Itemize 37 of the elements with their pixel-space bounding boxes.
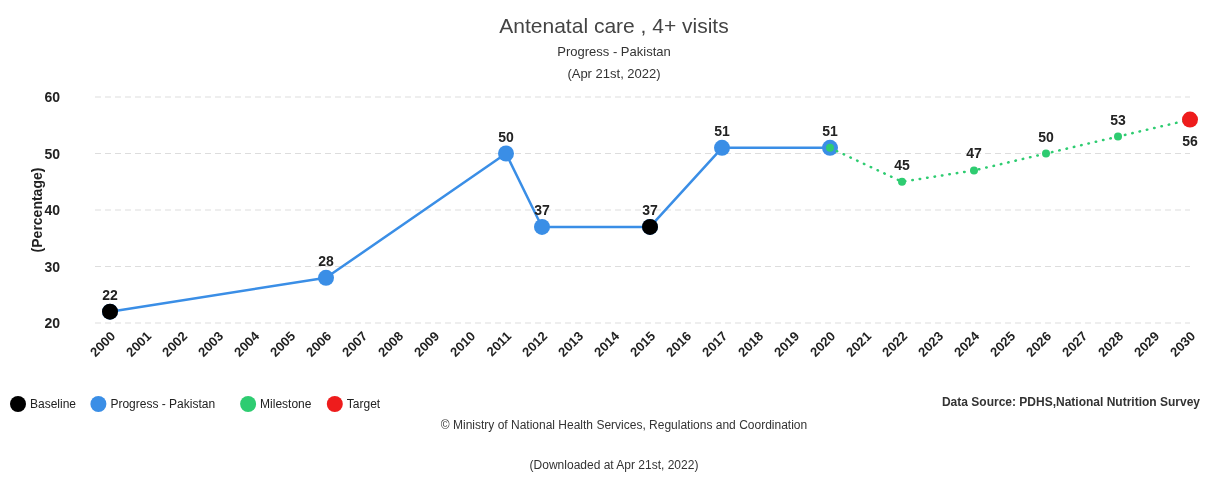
point <box>498 145 514 162</box>
legend-label: Milestone <box>260 397 312 411</box>
legend-label: Baseline <box>30 397 77 411</box>
y-tick-label: 40 <box>44 202 61 218</box>
data-label: 47 <box>966 145 982 162</box>
y-tick-label: 20 <box>44 315 61 331</box>
data-label: 53 <box>1110 111 1126 128</box>
y-axis-title: (Percentage) <box>29 167 45 253</box>
text: (Downloaded at Apr 21st, 2022) <box>529 458 699 472</box>
point <box>1042 149 1050 158</box>
data-label: 37 <box>642 201 658 218</box>
data-label: 28 <box>318 252 334 269</box>
source-note: Data Source: PDHS,National Nutrition Survey <box>941 395 1201 409</box>
data-label: 50 <box>1038 128 1054 145</box>
data-label: 56 <box>1182 132 1198 149</box>
data-label: 45 <box>894 156 910 173</box>
legend-label: Progress - Pakistan <box>110 397 216 411</box>
point <box>714 139 730 156</box>
point <box>318 269 334 286</box>
data-label: 51 <box>822 122 838 139</box>
data-label: 51 <box>714 122 730 139</box>
point <box>898 177 906 186</box>
point <box>1182 111 1198 128</box>
text: (Apr 21st, 2022) <box>567 66 661 81</box>
y-tick-label: 30 <box>44 258 61 275</box>
y-tick-label: 60 <box>44 89 61 105</box>
data-label: 37 <box>534 201 550 218</box>
data-label: 50 <box>498 128 514 145</box>
data-label: 22 <box>102 286 118 303</box>
y-tick-label: 50 <box>44 145 61 162</box>
chart-title: Antenatal care , 4+ visits <box>499 14 729 37</box>
point <box>970 166 978 175</box>
point <box>1114 132 1122 141</box>
point <box>534 218 550 235</box>
text: © Ministry of National Health Services, Regulations and Coordination <box>440 418 808 432</box>
chart-subtitle: Progress - Pakistan <box>557 44 671 59</box>
legend-label: Target <box>346 397 381 411</box>
